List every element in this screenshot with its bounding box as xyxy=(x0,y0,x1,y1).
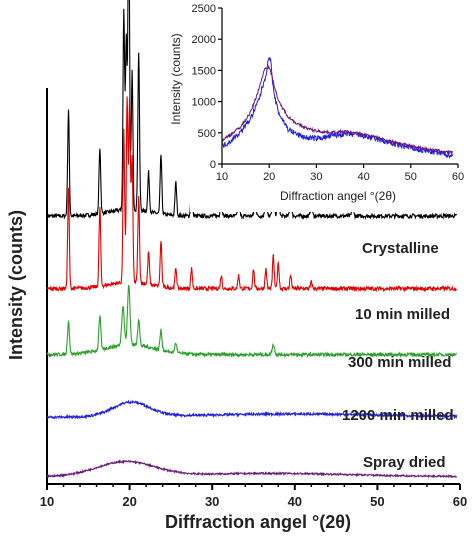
main-x-axis: 10 20 30 40 50 60 xyxy=(40,483,467,509)
main-x-tick-label: 20 xyxy=(122,494,136,509)
inset-y-tick-label: 1000 xyxy=(192,97,216,109)
main-x-axis-title: Diffraction angel °(2θ) xyxy=(165,512,351,532)
inset-x-tick-label: 40 xyxy=(357,171,369,183)
inset-x-tick-label: 30 xyxy=(310,171,322,183)
inset-chart: 10 20 30 40 50 60 0 500 1000 1500 2000 2500 Diffra… xyxy=(169,2,474,212)
series-label-spray-dried: Spray dried xyxy=(363,454,446,471)
main-chart: 10 20 30 40 50 60 Diffraction angel °(2θ) Int… xyxy=(6,0,467,532)
inset-x-axis-title: Diffraction angel °(2θ) xyxy=(280,189,396,203)
series-label-10-min-milled: 10 min milled xyxy=(355,306,450,323)
series-line-10-min-milled xyxy=(46,96,457,293)
series-line-crystalline xyxy=(46,0,458,221)
series-line-spray-dried xyxy=(46,459,458,479)
main-x-tick-label: 60 xyxy=(453,494,467,509)
inset-x-tick-label: 60 xyxy=(452,171,464,183)
inset-y-tick-label: 0 xyxy=(210,159,216,171)
series-label-300-min-milled: 300 min milled xyxy=(348,354,451,371)
inset-y-tick-label: 2500 xyxy=(192,3,216,15)
inset-background xyxy=(190,2,474,212)
inset-y-tick-label: 2000 xyxy=(192,34,216,46)
main-series-group xyxy=(46,0,458,479)
main-x-tick-label: 40 xyxy=(288,494,302,509)
main-y-axis-title: Intensity (counts) xyxy=(6,210,26,360)
inset-y-axis-title: Intensity (counts) xyxy=(169,33,183,124)
inset-series-line-purple xyxy=(222,64,454,155)
inset-series-group xyxy=(221,57,454,159)
series-label-crystalline: Crystalline xyxy=(362,240,439,257)
main-series-labels: Crystalline 10 min milled 300 min milled… xyxy=(342,240,454,471)
inset-x-tick-label: 20 xyxy=(263,171,275,183)
inset-x-tick-label: 10 xyxy=(216,171,228,183)
main-x-tick-label: 10 xyxy=(40,494,54,509)
series-line-1200-min-milled xyxy=(46,399,458,420)
series-label-1200-min-milled: 1200 min milled xyxy=(342,407,454,424)
inset-x-axis: 10 20 30 40 50 60 xyxy=(216,163,464,183)
inset-x-tick-label: 50 xyxy=(405,171,417,183)
inset-y-tick-label: 500 xyxy=(198,128,216,140)
inset-y-tick-label: 1500 xyxy=(192,65,216,77)
main-x-tick-label: 50 xyxy=(370,494,384,509)
main-x-tick-label: 30 xyxy=(205,494,219,509)
inset-y-axis: 0 500 1000 1500 2000 2500 xyxy=(192,3,223,171)
series-line-300-min-milled xyxy=(46,284,457,359)
